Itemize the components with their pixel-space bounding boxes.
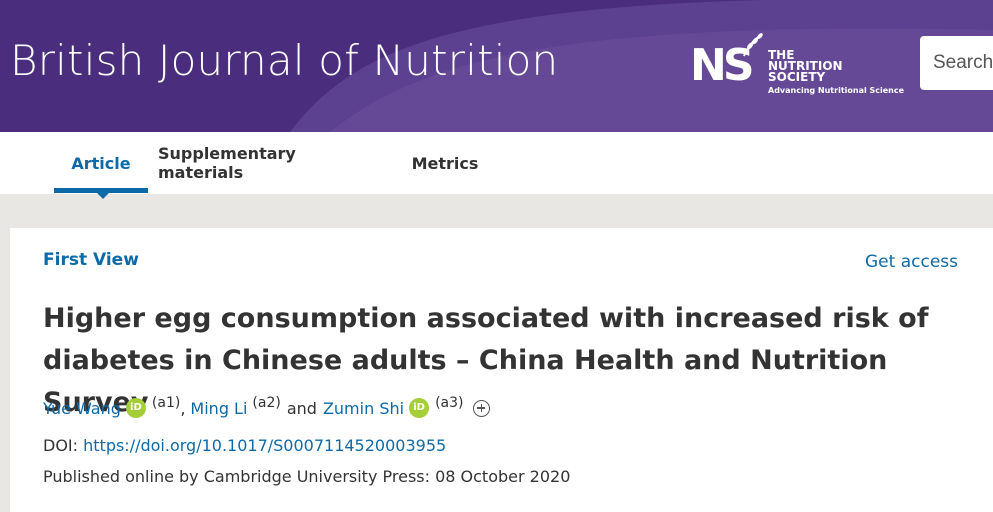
publication-info: Published online by Cambridge University… — [43, 467, 571, 486]
section-label[interactable]: First View — [43, 250, 139, 270]
author-affiliation[interactable]: (a3) — [435, 395, 464, 411]
doi-link[interactable]: https://doi.org/10.1017/S000711452000395… — [83, 436, 447, 455]
ns-logo-text: THE NUTRITION SOCIETY — [768, 48, 843, 84]
author-link[interactable]: Ming Li — [190, 398, 248, 418]
journal-title[interactable]: British Journal of Nutrition — [10, 36, 559, 85]
nutrition-society-logo[interactable]: NS THE NUTRITION SOCIETY Advancing Nutri… — [690, 32, 904, 98]
banner-decoration — [290, 0, 993, 132]
author-affiliation[interactable]: (a2) — [252, 395, 281, 411]
doi-label: DOI: — [43, 436, 79, 455]
author-affiliation[interactable]: (a1) — [151, 395, 181, 411]
search-input[interactable] — [920, 36, 993, 90]
tab-article[interactable]: Article — [71, 153, 131, 173]
author-list: Yue Wang iD (a1) , Ming Li (a2) and Zumi… — [43, 395, 491, 418]
article-tabs: Article Supplementary materials Metrics — [0, 132, 993, 194]
ns-logo-tagline: Advancing Nutritional Science — [768, 86, 905, 95]
active-tab-indicator — [54, 188, 148, 193]
search-box[interactable] — [920, 36, 993, 90]
article-title: Higher egg consumption associated with i… — [43, 303, 929, 418]
author-separator: , — [180, 398, 186, 418]
get-access-link[interactable]: Get access — [865, 252, 958, 272]
wheat-leaf-icon — [743, 33, 763, 57]
tab-supplementary-materials[interactable]: Supplementary materials — [158, 144, 296, 182]
orcid-icon[interactable]: iD — [409, 398, 430, 418]
orcid-icon[interactable]: iD — [125, 398, 146, 418]
tab-metrics[interactable]: Metrics — [411, 153, 479, 173]
active-tab-caret — [96, 192, 110, 199]
journal-header: British Journal of Nutrition NS THE NUTR… — [0, 0, 993, 132]
expand-authors-plus-icon[interactable] — [473, 399, 491, 417]
author-link[interactable]: Zumin Shi — [322, 398, 405, 418]
author-link[interactable]: Yue Wang — [43, 398, 121, 418]
doi-line: DOI: https://doi.org/10.1017/S0007114520… — [43, 436, 446, 455]
ns-logo-mark: NS — [690, 40, 754, 91]
article-header-card: First View Get access Higher egg consump… — [10, 228, 993, 512]
author-separator: and — [286, 398, 317, 418]
